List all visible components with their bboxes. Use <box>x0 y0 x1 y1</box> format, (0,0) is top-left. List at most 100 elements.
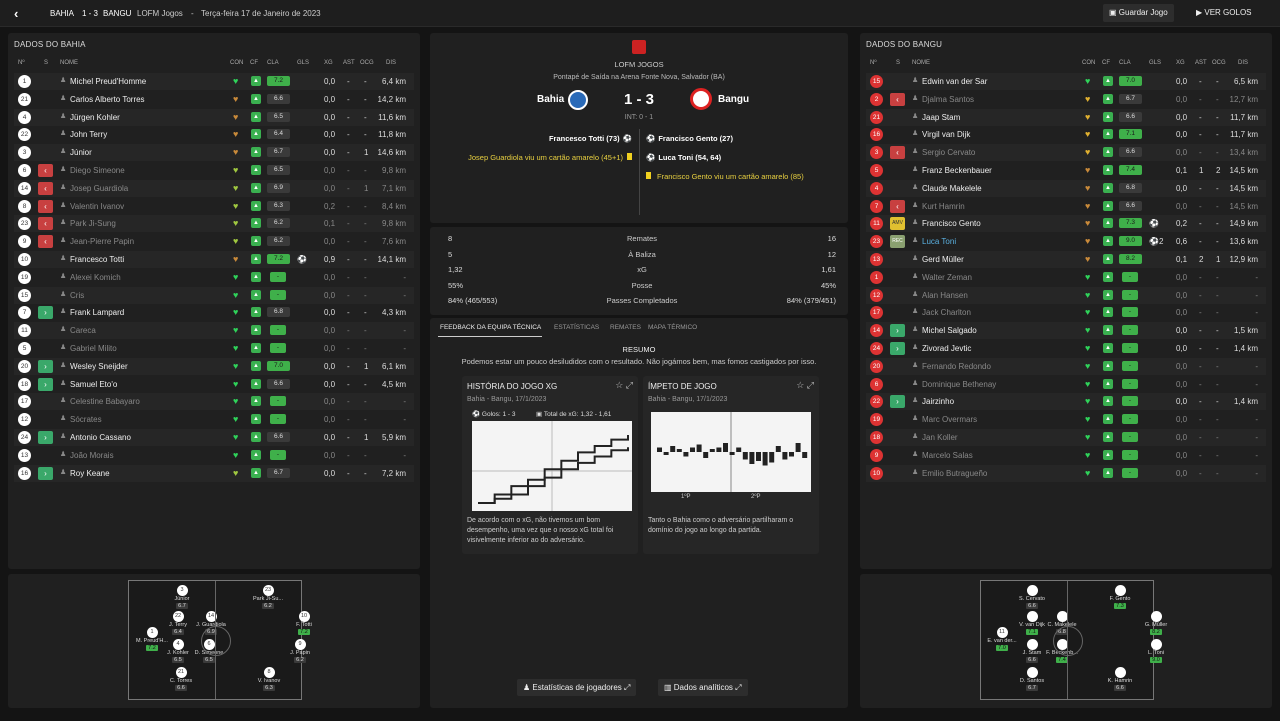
player-name[interactable]: Michel Salgado <box>922 326 977 336</box>
player-name[interactable]: João Morais <box>70 450 114 460</box>
player-name[interactable]: Jairzinho <box>922 397 955 407</box>
back-arrow-icon[interactable]: ‹ <box>14 6 19 21</box>
table-row[interactable]: 19 ♟ Marc Overmars ♥ ▲ -0,0- - - <box>866 411 1266 428</box>
player-name[interactable]: Michel Preud'Homme <box>70 77 147 86</box>
table-row[interactable]: 10 ♟ Francesco Totti ♥ ▲ 7.2 ⚽ 0,9 - - 14,1 km <box>14 251 414 268</box>
lineup-player[interactable]: 21 C. Torres 6.6 <box>164 667 198 691</box>
col-header-cla[interactable]: CLA <box>1119 60 1131 66</box>
player-name[interactable]: Luca Toni <box>922 237 957 247</box>
table-row[interactable]: 4 ♟ Jürgen Kohler ♥ ▲ 6.5 0,0 - - 11,6 km <box>14 108 414 126</box>
table-row[interactable]: 4 ♟ Claude Makelele ♥ ▲ 6.8 0,0- -14,5 km <box>866 179 1266 197</box>
table-row[interactable]: 21 ♟ Jaap Stam ♥ ▲ 6.6 0,0 - - 11,7 km <box>866 108 1266 126</box>
lineup-player[interactable]: 9 J. Papin 6.2 <box>283 639 317 663</box>
table-row[interactable]: 13 ♟ João Morais ♥ ▲ -0,0- - - <box>14 447 414 464</box>
col-header-name[interactable]: NOME <box>912 60 930 66</box>
col-header-num[interactable]: Nº <box>870 60 877 66</box>
lineup-player[interactable]: 23 Park Ji-Su... 6.2 <box>251 585 285 609</box>
col-header-cf[interactable]: CF <box>250 60 258 66</box>
col-header-num[interactable]: Nº <box>18 60 25 66</box>
player-name[interactable]: Carlos Alberto Torres <box>70 94 145 104</box>
player-name[interactable]: Dominique Bethenay <box>922 379 997 389</box>
table-row[interactable]: 16 › ♟ Roy Keane ♥ ▲ 6.7 0,0 - - 7,2 km <box>14 464 414 482</box>
player-name[interactable]: Jaap Stam <box>922 112 961 122</box>
col-header-cla[interactable]: CLA <box>267 60 279 66</box>
table-row[interactable]: 13 ♟ Gerd Müller ♥ ▲ 8.2 0,1 2 1 12,9 km <box>866 251 1266 268</box>
player-name[interactable]: Sergio Cervato <box>922 148 976 158</box>
lineup-player[interactable]: 10 F. Totti 7.2 <box>287 611 321 635</box>
table-row[interactable]: 9 ♟ Marcelo Salas ♥ ▲ -0,0- - - <box>866 447 1266 464</box>
table-row[interactable]: 7 › ♟ Frank Lampard ♥ ▲ 6.8 0,0 - - 4,3 km <box>14 304 414 321</box>
table-row[interactable]: 14 ‹ ♟ Josep Guardiola ♥ ▲ 6.9 0,0 - 1 7,1 km <box>14 179 414 197</box>
competition-link[interactable]: LOFM Jogos <box>137 9 183 18</box>
player-name[interactable]: Alan Hansen <box>922 290 968 300</box>
player-name[interactable]: Edwin van der Sar <box>922 77 988 86</box>
col-header-gls[interactable]: GLS <box>297 60 310 66</box>
player-stats-button[interactable]: ♟ Estatísticas de jogadores ⤢ <box>517 679 637 696</box>
save-match-button[interactable]: ▣ Guardar Jogo <box>1103 4 1174 22</box>
table-row[interactable]: 20 › ♟ Wesley Sneijder ♥ ▲ 7.0 0,0 - 1 6,1 km <box>14 357 414 375</box>
lineup-player[interactable]: V. van Dijk 7.1 <box>1015 611 1049 635</box>
player-name[interactable]: Júnior <box>70 148 92 158</box>
player-name[interactable]: Kurt Hamrin <box>922 201 965 211</box>
table-row[interactable]: 15 ♟ Edwin van der Sar ♥ ▲ 7.0 0,0 - - 6,5 km <box>866 73 1266 90</box>
player-name[interactable]: Samuel Eto'o <box>70 379 118 389</box>
col-header-s[interactable]: S <box>896 60 901 66</box>
table-row[interactable]: 22 ♟ John Terry ♥ ▲ 6.4 0,0 - - 11,8 km <box>14 126 414 143</box>
table-row[interactable]: 5 ♟ Franz Beckenbauer ♥ ▲ 7.4 0,1 1 2 14,5 km <box>866 162 1266 179</box>
table-row[interactable]: 24 › ♟ Antonio Cassano ♥ ▲ 6.6 0,0 - 1 5,9 km <box>14 429 414 446</box>
table-row[interactable]: 6 ‹ ♟ Diego Simeone ♥ ▲ 6.5 0,0 - - 9,8 km <box>14 162 414 179</box>
player-name[interactable]: Fernando Redondo <box>922 361 991 371</box>
table-row[interactable]: 16 ♟ Virgil van Dijk ♥ ▲ 7.1 0,0 - - 11,7 km <box>866 126 1266 143</box>
player-name[interactable]: Franz Beckenbauer <box>922 166 992 175</box>
col-header-con[interactable]: CON <box>230 60 244 66</box>
analytics-button[interactable]: ▥ Dados analíticos ⤢ <box>658 679 748 696</box>
table-row[interactable]: 11 ♟ Careca ♥ ▲ -0,0- - - <box>14 322 414 340</box>
table-row[interactable]: 2 ‹ ♟ Djalma Santos ♥ ▲ 6.7 0,0- -12,7 km <box>866 91 1266 108</box>
table-row[interactable]: 18 ♟ Jan Koller ♥ ▲ -0,0- - - <box>866 429 1266 446</box>
lineup-player[interactable]: F. Gento 7.3 <box>1103 585 1137 609</box>
player-name[interactable]: Valentin Ivanov <box>70 201 125 211</box>
table-row[interactable]: 18 › ♟ Samuel Eto'o ♥ ▲ 6.6 0,0 - - 4,5 km <box>14 376 414 393</box>
lineup-player[interactable]: G. Müller 8.2 <box>1139 611 1173 635</box>
player-name[interactable]: Marcelo Salas <box>922 450 973 460</box>
player-name[interactable]: Antonio Cassano <box>70 433 131 442</box>
player-name[interactable]: Gerd Müller <box>922 255 964 264</box>
lineup-player[interactable]: 11 E. van der... 7.0 <box>985 627 1019 651</box>
col-header-cf[interactable]: CF <box>1102 60 1110 66</box>
table-row[interactable]: 1 ♟ Walter Zeman ♥ ▲ -0,0- - - <box>866 269 1266 286</box>
table-row[interactable]: 3 ♟ Júnior ♥ ▲ 6.7 0,0 - 1 14,6 km <box>14 144 414 162</box>
player-name[interactable]: Zivorad Jevtic <box>922 344 972 353</box>
player-name[interactable]: Frank Lampard <box>70 308 125 318</box>
player-name[interactable]: John Terry <box>70 130 108 140</box>
col-header-xg[interactable]: XG <box>324 60 333 66</box>
table-row[interactable]: 3 ‹ ♟ Sergio Cervato ♥ ▲ 6.6 0,0- -13,4 km <box>866 144 1266 162</box>
lineup-player[interactable]: D. Santos 6.7 <box>1015 667 1049 691</box>
tab-0[interactable]: FEEDBACK DA EQUIPA TÉCNICA <box>440 324 542 331</box>
table-row[interactable]: 22 › ♟ Jairzinho ♥ ▲ -0,0- -1,4 km <box>866 393 1266 411</box>
table-row[interactable]: 23 ‹ ♟ Park Ji-Sung ♥ ▲ 6.2 0,1 - - 9,8 km <box>14 215 414 233</box>
table-row[interactable]: 24 › ♟ Zivorad Jevtic ♥ ▲ -0,0- -1,4 km <box>866 340 1266 357</box>
player-name[interactable]: Walter Zeman <box>922 272 972 282</box>
lineup-player[interactable]: L. Toni 9.0 <box>1139 639 1173 663</box>
player-name[interactable]: Wesley Sneijder <box>70 361 128 371</box>
col-header-ast[interactable]: AST <box>1195 60 1207 66</box>
lineup-player[interactable]: 8 V. Ivanov 6.3 <box>252 667 286 691</box>
player-name[interactable]: Virgil van Dijk <box>922 130 971 140</box>
col-header-dis[interactable]: DIS <box>1238 60 1249 66</box>
col-header-dis[interactable]: DIS <box>386 60 397 66</box>
star-icon[interactable]: ☆ ⤢ <box>796 380 814 390</box>
player-name[interactable]: Diego Simeone <box>70 166 125 175</box>
table-row[interactable]: 8 ‹ ♟ Valentin Ivanov ♥ ▲ 6.3 0,2 - - 8,4 km <box>14 198 414 215</box>
col-header-ocg[interactable]: OCG <box>360 60 374 66</box>
table-row[interactable]: 17 ♟ Jack Charlton ♥ ▲ -0,0- - - <box>866 304 1266 321</box>
player-name[interactable]: Careca <box>70 326 96 336</box>
view-goals-button[interactable]: ▶ VER GOLOS <box>1196 8 1252 17</box>
lineup-player[interactable]: 1 M. Preud'H... 7.2 <box>135 627 169 651</box>
player-name[interactable]: Claude Makelele <box>922 183 982 193</box>
player-name[interactable]: Park Ji-Sung <box>70 219 116 229</box>
table-row[interactable]: 12 ♟ Sócrates ♥ ▲ -0,0- - - <box>14 411 414 428</box>
table-row[interactable]: 7 ‹ ♟ Kurt Hamrin ♥ ▲ 6.6 0,0- -14,5 km <box>866 198 1266 215</box>
lineup-player[interactable]: K. Hamrin 6.6 <box>1103 667 1137 691</box>
tab-2[interactable]: REMATES <box>610 324 641 331</box>
star-icon[interactable]: ☆ ⤢ <box>615 380 633 390</box>
